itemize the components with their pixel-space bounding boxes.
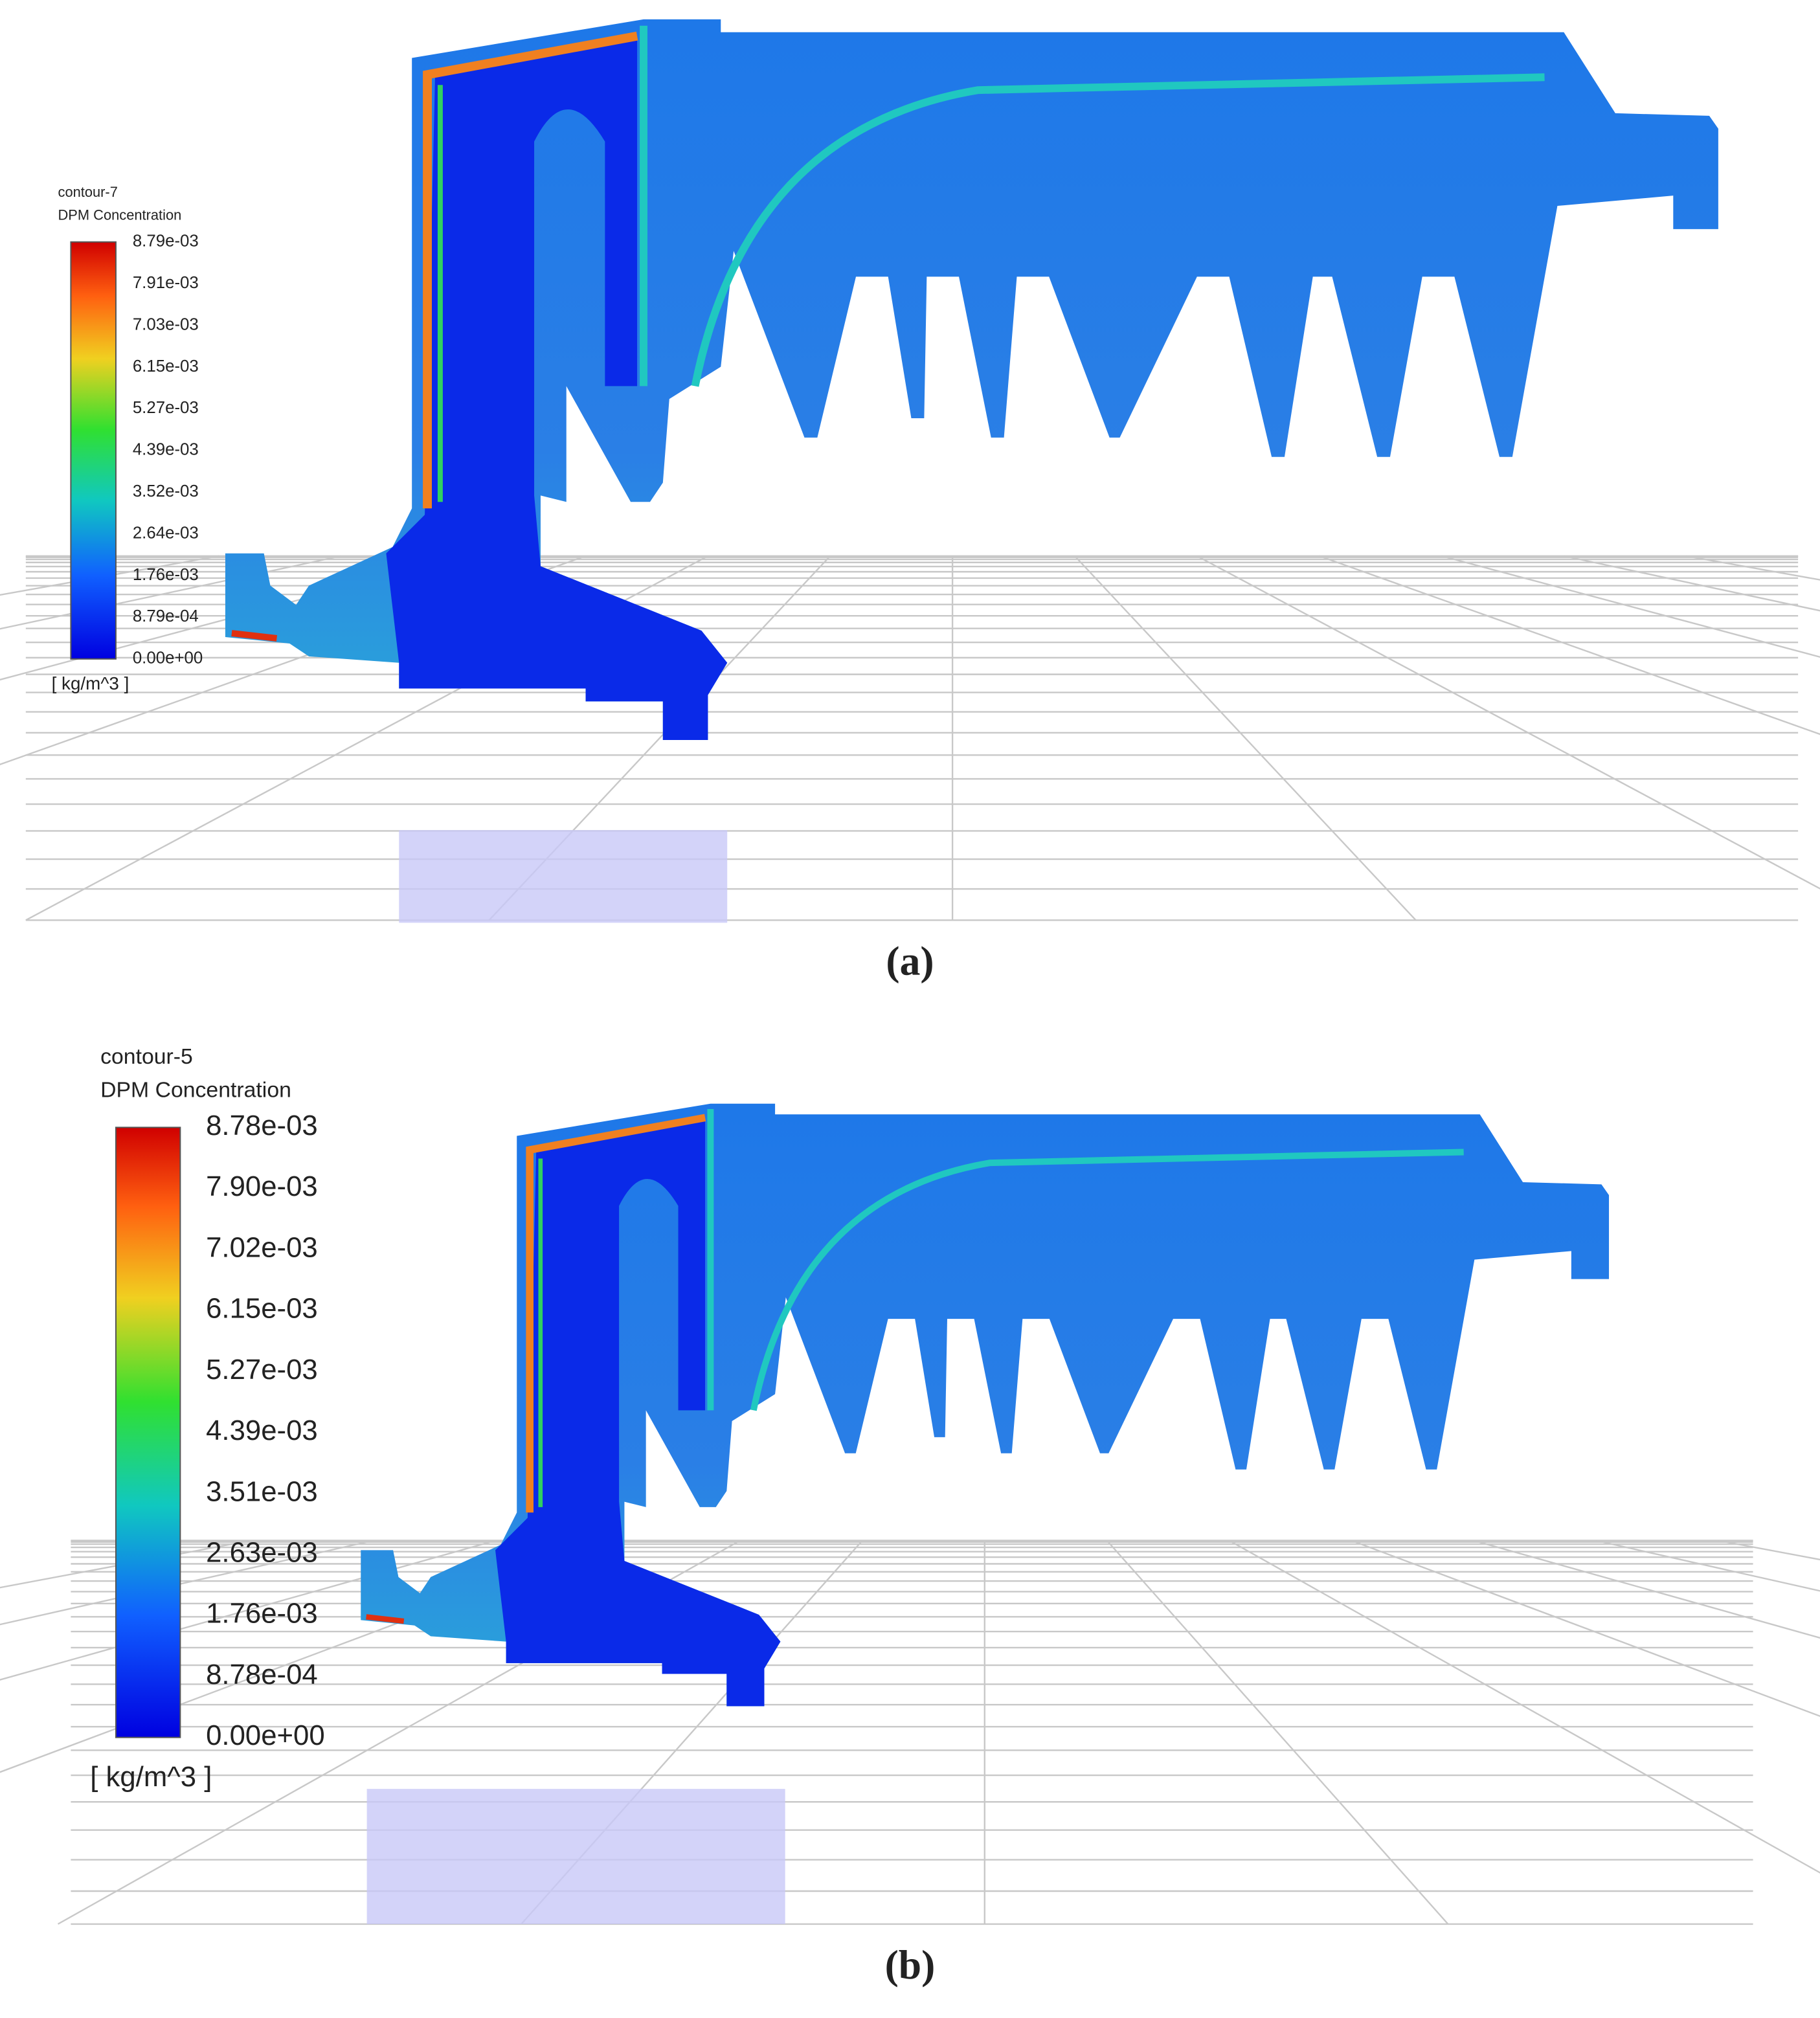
colorbar-label: 8.78e-03 bbox=[206, 1110, 318, 1141]
grid-line bbox=[1106, 1540, 1449, 1925]
colorbar-label: 8.78e-04 bbox=[206, 1659, 318, 1690]
colorbar bbox=[70, 241, 117, 660]
grid-line bbox=[1441, 555, 1820, 658]
grid-line bbox=[1473, 1540, 1820, 1639]
colorbar-label: 6.15e-03 bbox=[206, 1293, 318, 1325]
grid-line bbox=[1228, 1540, 1820, 1874]
colorbar-label: 8.79e-03 bbox=[133, 232, 199, 251]
colorbar-label: 2.63e-03 bbox=[206, 1537, 318, 1569]
legend: contour-5 DPM Concentration 8.78e-03 7.90… bbox=[90, 1044, 324, 1793]
legend-title: contour-7 bbox=[58, 184, 118, 200]
grid-line bbox=[1319, 555, 1820, 735]
caption: (b) bbox=[885, 1942, 936, 1988]
colorbar-label: 6.15e-03 bbox=[133, 357, 199, 376]
grid-line bbox=[1595, 1540, 1820, 1592]
reflection bbox=[366, 1789, 785, 1924]
reflection bbox=[399, 830, 728, 923]
grid-line bbox=[0, 555, 342, 630]
colorbar-label: 7.90e-03 bbox=[206, 1171, 318, 1202]
colorbar-label: 0.00e+00 bbox=[206, 1720, 325, 1751]
colorbar-label: 7.02e-03 bbox=[206, 1231, 318, 1263]
colorbar-label: 1.76e-03 bbox=[206, 1598, 318, 1630]
grid-line bbox=[1564, 555, 1820, 612]
colorbar-label: 4.39e-03 bbox=[133, 441, 199, 459]
colorbar bbox=[115, 1127, 181, 1738]
unit-label: [ kg/m^3 ] bbox=[90, 1761, 212, 1793]
legend: contour-7 DPM Concentration 8.79e-03 7.91… bbox=[52, 184, 203, 693]
colorbar-label: 3.51e-03 bbox=[206, 1475, 318, 1507]
colorbar-label: 2.64e-03 bbox=[133, 524, 199, 542]
grid-line bbox=[0, 1540, 374, 1626]
colorbar-label: 7.91e-03 bbox=[133, 274, 199, 292]
grid-line bbox=[1351, 1540, 1820, 1718]
caption: (a) bbox=[886, 938, 934, 984]
legend-title: DPM Concentration bbox=[58, 207, 182, 223]
contour-plot bbox=[225, 19, 1718, 740]
legend-title: contour-5 bbox=[100, 1044, 193, 1069]
legend-title: DPM Concentration bbox=[100, 1078, 291, 1103]
colorbar-label: 5.27e-03 bbox=[206, 1354, 318, 1385]
grid-line bbox=[1685, 555, 1820, 581]
grid-line bbox=[1196, 555, 1820, 890]
colorbar-label: 5.27e-03 bbox=[133, 399, 199, 417]
unit-label: [ kg/m^3 ] bbox=[52, 673, 129, 693]
colorbar-label: 8.79e-04 bbox=[133, 607, 199, 625]
colorbar-label: 1.76e-03 bbox=[133, 566, 199, 584]
colorbar-label: 0.00e+00 bbox=[133, 649, 203, 667]
colorbar-label: 3.52e-03 bbox=[133, 482, 199, 500]
colorbar-label: 4.39e-03 bbox=[206, 1415, 318, 1446]
floor-grid bbox=[0, 1540, 1820, 1925]
grid-line bbox=[1718, 1540, 1820, 1561]
colorbar-label: 7.03e-03 bbox=[133, 315, 199, 333]
grid-line bbox=[0, 1540, 496, 1681]
grid-line bbox=[1074, 555, 1417, 921]
